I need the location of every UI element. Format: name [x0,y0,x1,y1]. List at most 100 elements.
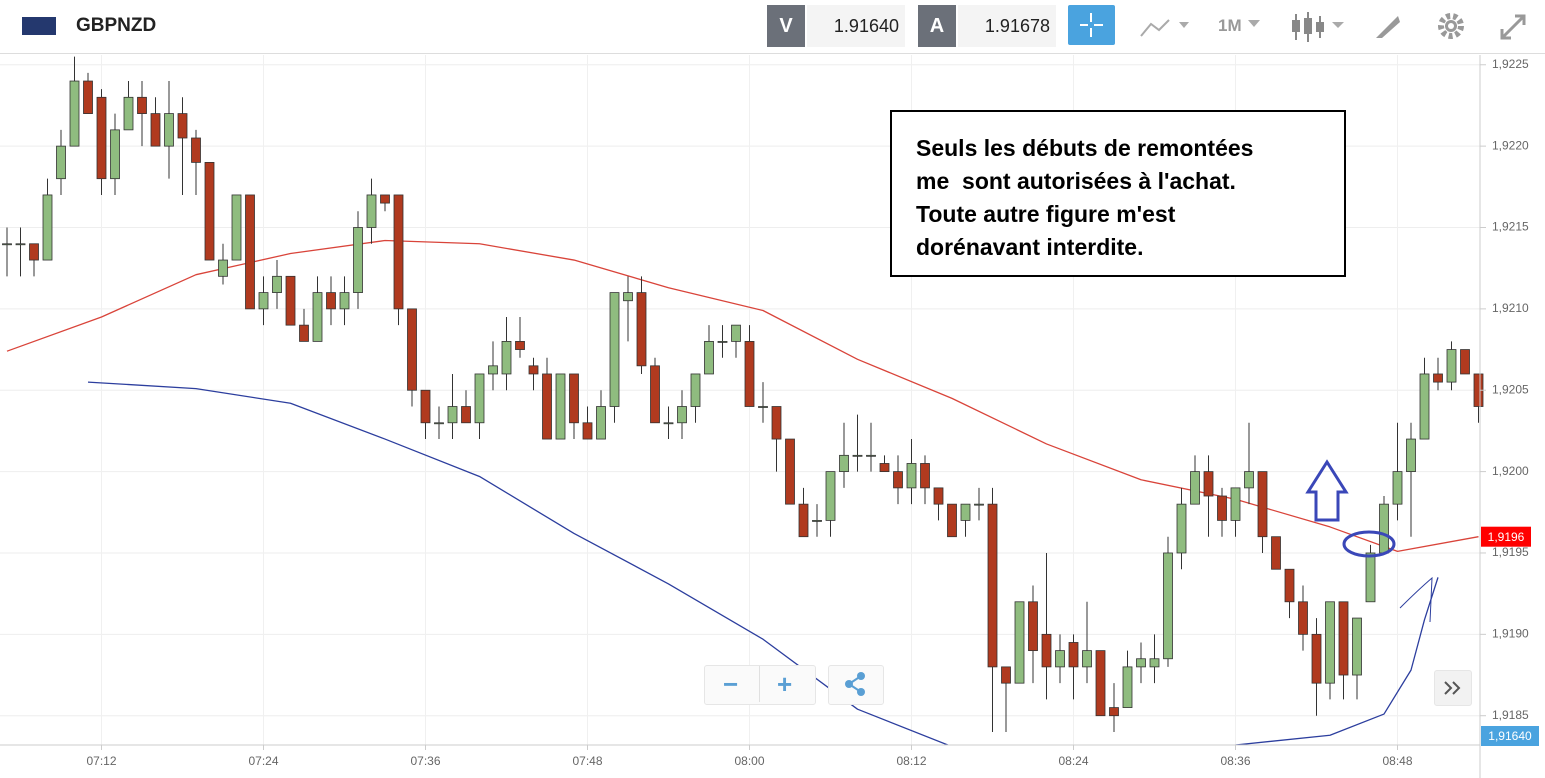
candle-body [1095,650,1106,717]
candle-body [582,422,593,440]
candle-body [866,454,876,457]
candle-body [15,243,26,246]
x-tick-label: 07:12 [86,754,116,768]
candle-body [987,503,998,668]
candle-body [1136,658,1146,668]
annotation-box: Seuls les débuts de remontées me sont aut… [890,110,1346,277]
candle-body [29,243,39,261]
candle-body [690,373,701,407]
candle-body [1190,471,1200,505]
candle-body [1338,601,1349,676]
y-tick-label: 1,9200 [1492,464,1529,478]
candle-body [947,503,957,538]
annotation-line: Seuls les débuts de remontées [916,135,1254,161]
candle-body [515,341,525,350]
candle-body [1230,487,1241,521]
candle-body [110,129,120,180]
buy-button[interactable]: A [918,5,956,47]
candle-body [1217,495,1227,521]
annotation-line: dorénavant interdite. [916,234,1144,260]
zoom-in[interactable]: + [777,669,793,699]
ma-tag-label: 1,9196 [1488,530,1525,544]
candle-body [150,113,161,147]
scroll-icon [1444,681,1461,695]
hand-stroke [1399,576,1433,623]
candle-body [83,80,93,114]
sell-price: 1.91640 [807,5,905,47]
x-tick-label: 08:24 [1058,754,1088,768]
draw-button[interactable] [1372,12,1404,42]
annotation-line: Toute autre figure m'est [916,201,1176,227]
candle-body [191,137,201,163]
candle-body [636,292,647,367]
candle-body [717,341,728,343]
candle-body [245,194,255,310]
bid-tag [1481,726,1539,746]
crosshair-icon [1080,13,1103,37]
arrow-annotation [1305,459,1349,522]
scroll-right-button[interactable] [1434,670,1472,706]
candle-body [1271,536,1281,570]
y-tick-label: 1,9215 [1492,220,1529,234]
sell-button[interactable]: V [767,5,805,47]
settings-button[interactable] [1436,11,1466,41]
bid-tag-label: 1,91640 [1488,729,1532,743]
candle-body [596,406,606,440]
axes: 1,9185 1,9190 1,9195 1,9200 1,9205 1,9210 1,92… [86,57,1529,768]
share-button[interactable] [828,665,884,705]
candle-body [569,373,579,424]
y-tick-label: 1,9220 [1492,138,1529,152]
candle-body [1163,552,1173,660]
candle-body [299,324,309,342]
candle-body [1041,633,1052,668]
candle-body [974,503,984,506]
candle-body [1122,666,1133,708]
candle-body [839,454,849,473]
candle-body [528,365,539,375]
candle-body [852,454,863,457]
flag-icon [22,17,56,35]
candle-body [380,194,390,204]
candle-body [812,520,822,522]
timeframe-button[interactable]: 1M [1218,16,1242,35]
candle-body [893,471,903,489]
candle-body [1082,650,1092,668]
candle-body [825,471,836,521]
candle-body [272,275,282,293]
candle-body [906,463,917,489]
candle-body [1392,471,1403,505]
candle-body [1365,552,1376,603]
candle-body [1419,373,1430,440]
candle-body [501,341,512,375]
fullscreen-button[interactable] [1498,12,1528,42]
candle-body [393,194,404,310]
candle-body [1325,601,1335,684]
candle-body [704,341,714,375]
candle-type-button[interactable] [1290,10,1350,44]
x-tick-label: 07:48 [572,754,602,768]
y-tick-label: 1,9205 [1492,382,1529,396]
candle-body [1055,650,1065,668]
x-tick-label: 08:00 [734,754,764,768]
candle-body [177,113,188,139]
candle-body [137,96,147,114]
candle-body [1311,633,1322,684]
candle-body [434,422,444,425]
candle-body [1446,349,1457,383]
candle-body [326,292,336,310]
y-tick-label: 1,9225 [1492,57,1529,71]
candle-body [1068,642,1079,668]
crosshair-button[interactable] [1068,5,1115,45]
indicator-line [87,381,1439,745]
chart-type-button[interactable] [1135,12,1195,42]
zoom-out[interactable]: − [723,669,739,699]
candle-body [123,96,134,131]
candle-body [609,292,620,407]
candle-body [42,194,53,261]
candle-body [56,145,66,180]
candle-body [1028,601,1038,652]
x-tick-label: 08:48 [1382,754,1412,768]
toolbar: GBPNZD V 1.91640 A 1.91678 1M [0,0,1545,54]
candle-body [285,275,296,326]
